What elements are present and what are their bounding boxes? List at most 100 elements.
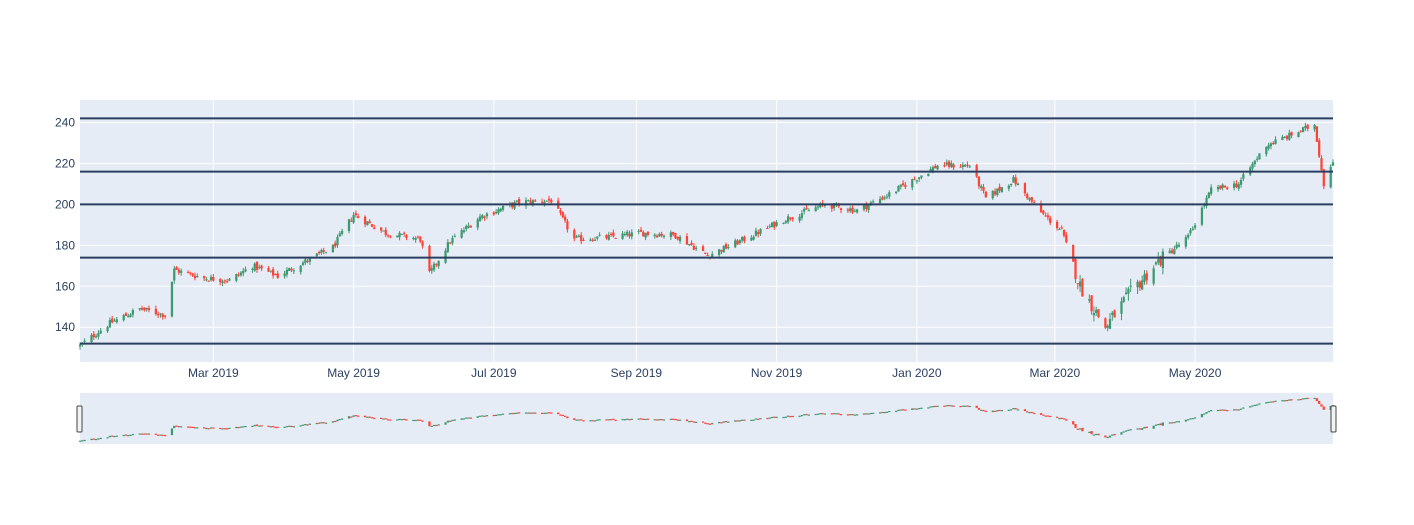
mini-candle (580, 419, 583, 421)
mini-candle (1242, 407, 1245, 409)
mini-candle (380, 417, 383, 420)
mini-candle (432, 424, 436, 427)
mini-candle (1014, 408, 1017, 410)
candle-body (706, 255, 709, 257)
mini-candle (706, 423, 709, 425)
mini-candle (582, 420, 585, 422)
candle-body (99, 330, 102, 334)
candle-body (738, 240, 741, 244)
candle-body (607, 234, 610, 240)
mini-candle (1219, 409, 1222, 411)
mini-candle (1184, 419, 1187, 422)
mini-candle (157, 434, 160, 436)
candle-body (1010, 183, 1013, 185)
mini-candle (531, 412, 535, 414)
mini-candle (895, 410, 898, 413)
candle-body (757, 232, 760, 235)
mini-candle (481, 415, 484, 417)
candle-body (467, 225, 470, 228)
candle-body (193, 275, 197, 279)
mini-candle (1237, 409, 1240, 411)
mini-candle (78, 440, 82, 442)
mini-candle (773, 416, 776, 418)
candle-body (1157, 259, 1160, 263)
candle-body (642, 231, 645, 237)
y-tick-label: 240 (55, 116, 75, 130)
mini-candle (1304, 398, 1307, 400)
candle-body (766, 228, 769, 230)
mini-candle (918, 408, 921, 410)
mini-candle (1097, 433, 1100, 436)
candle-body (524, 200, 528, 206)
mini-candle (191, 426, 194, 428)
mini-candle (350, 416, 353, 418)
mini-candle (759, 418, 762, 420)
candle-body (743, 236, 746, 242)
mini-candle (435, 424, 438, 427)
candle-body (1242, 174, 1245, 179)
candle-body (540, 201, 544, 203)
candle-body (1237, 184, 1240, 189)
mini-candle (853, 414, 856, 416)
candle-body (1318, 140, 1321, 157)
mini-candle (849, 414, 852, 416)
mini-candle (127, 435, 130, 437)
mini-candle (727, 421, 730, 423)
x-tick-labels: Mar 2019 May 2019 Jul 2019 Sep 2019 Nov 2019… (188, 366, 1222, 380)
rangeslider-background[interactable] (80, 393, 1333, 444)
candle-body (839, 208, 843, 211)
candle-body (1081, 279, 1084, 297)
rangeslider-left-handle[interactable] (76, 405, 83, 433)
candle-body (518, 199, 521, 204)
candle-body (897, 186, 900, 192)
mini-candle (692, 421, 695, 423)
mini-candle (205, 427, 208, 430)
candle-body (660, 233, 663, 236)
candle-body (711, 253, 714, 257)
candle-body (927, 173, 930, 176)
candle-body (1062, 229, 1066, 236)
candle-body (389, 236, 392, 238)
rangeslider-right-handle[interactable] (1330, 405, 1337, 433)
candle-body (798, 216, 801, 221)
candle-body (784, 221, 787, 223)
mini-candle (1124, 430, 1128, 432)
candle-body (285, 269, 289, 275)
mini-candle (545, 412, 548, 414)
candle-body (161, 314, 164, 318)
candle-body (991, 190, 994, 199)
candle-body (1060, 227, 1063, 229)
candle-body (1058, 229, 1061, 231)
mini-candle (469, 417, 472, 419)
candle-body (189, 272, 192, 274)
candle-body (255, 262, 259, 270)
mini-candle (690, 420, 693, 422)
mini-candle (605, 419, 608, 421)
candle-body (317, 251, 321, 254)
candle-body (205, 279, 208, 281)
candle-body (573, 229, 576, 239)
candle-body (175, 267, 178, 270)
mini-candle (1288, 399, 1291, 401)
mini-candle (1058, 418, 1061, 420)
mini-candle (1205, 412, 1208, 414)
candle-body (805, 207, 808, 210)
mini-candle (304, 424, 307, 426)
mini-candle (621, 418, 624, 421)
candle-body (1173, 248, 1176, 255)
candle-body (1016, 183, 1020, 186)
mini-candle (444, 422, 447, 425)
candle-body (1315, 126, 1319, 142)
mini-candle (596, 419, 599, 421)
candle-body (718, 249, 721, 255)
candle-body (846, 209, 850, 211)
candle-body (380, 227, 383, 231)
candle-body (1283, 136, 1286, 138)
candle-body (1122, 297, 1125, 302)
mini-candle (1301, 398, 1305, 400)
candle-body (996, 188, 999, 196)
candle-body (212, 276, 215, 281)
candle-body (203, 276, 206, 279)
candle-body (727, 246, 730, 249)
candle-body (1253, 160, 1256, 165)
